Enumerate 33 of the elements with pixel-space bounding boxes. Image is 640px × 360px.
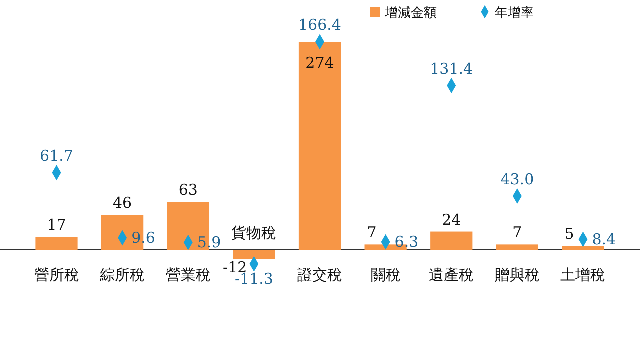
data-label: 166.4 [298,16,342,34]
bar [430,232,473,250]
data-label: 63 [178,181,198,200]
data-label: 24 [442,210,462,229]
bar [298,42,342,250]
bar [496,244,538,250]
x-tick-label: 營業稅 [166,266,211,284]
x-tick-label: 營所稅 [34,266,80,284]
data-label: 8.4 [592,230,616,248]
x-tick-label: 土增稅 [560,266,606,284]
x-tick-label: 贈與稅 [494,266,540,284]
data-label: 43.0 [500,170,534,188]
data-label: 131.4 [430,60,474,78]
data-label: 6.3 [394,233,419,252]
bar [562,246,604,250]
bar [36,237,78,250]
x-tick-label: 關稅 [370,266,401,284]
legend-label: 年增率 [495,5,534,21]
data-label: 17 [47,216,66,234]
legend-label: 增減金額 [384,6,437,21]
x-tick-label: 證交稅 [298,266,342,284]
data-label: 9.6 [132,229,156,247]
data-label: 5 [564,225,574,244]
bar [233,250,276,260]
data-label: 7 [512,224,522,242]
data-label: 7 [367,224,377,242]
x-tick-label: 貨物稅 [232,224,277,242]
data-label: 274 [306,54,334,72]
data-label: 5.9 [197,234,222,252]
data-label: 46 [113,194,132,212]
x-tick-label: 綜所稅 [99,266,146,284]
data-label: 61.7 [40,146,74,165]
x-tick-label: 遺產稅 [429,266,474,284]
